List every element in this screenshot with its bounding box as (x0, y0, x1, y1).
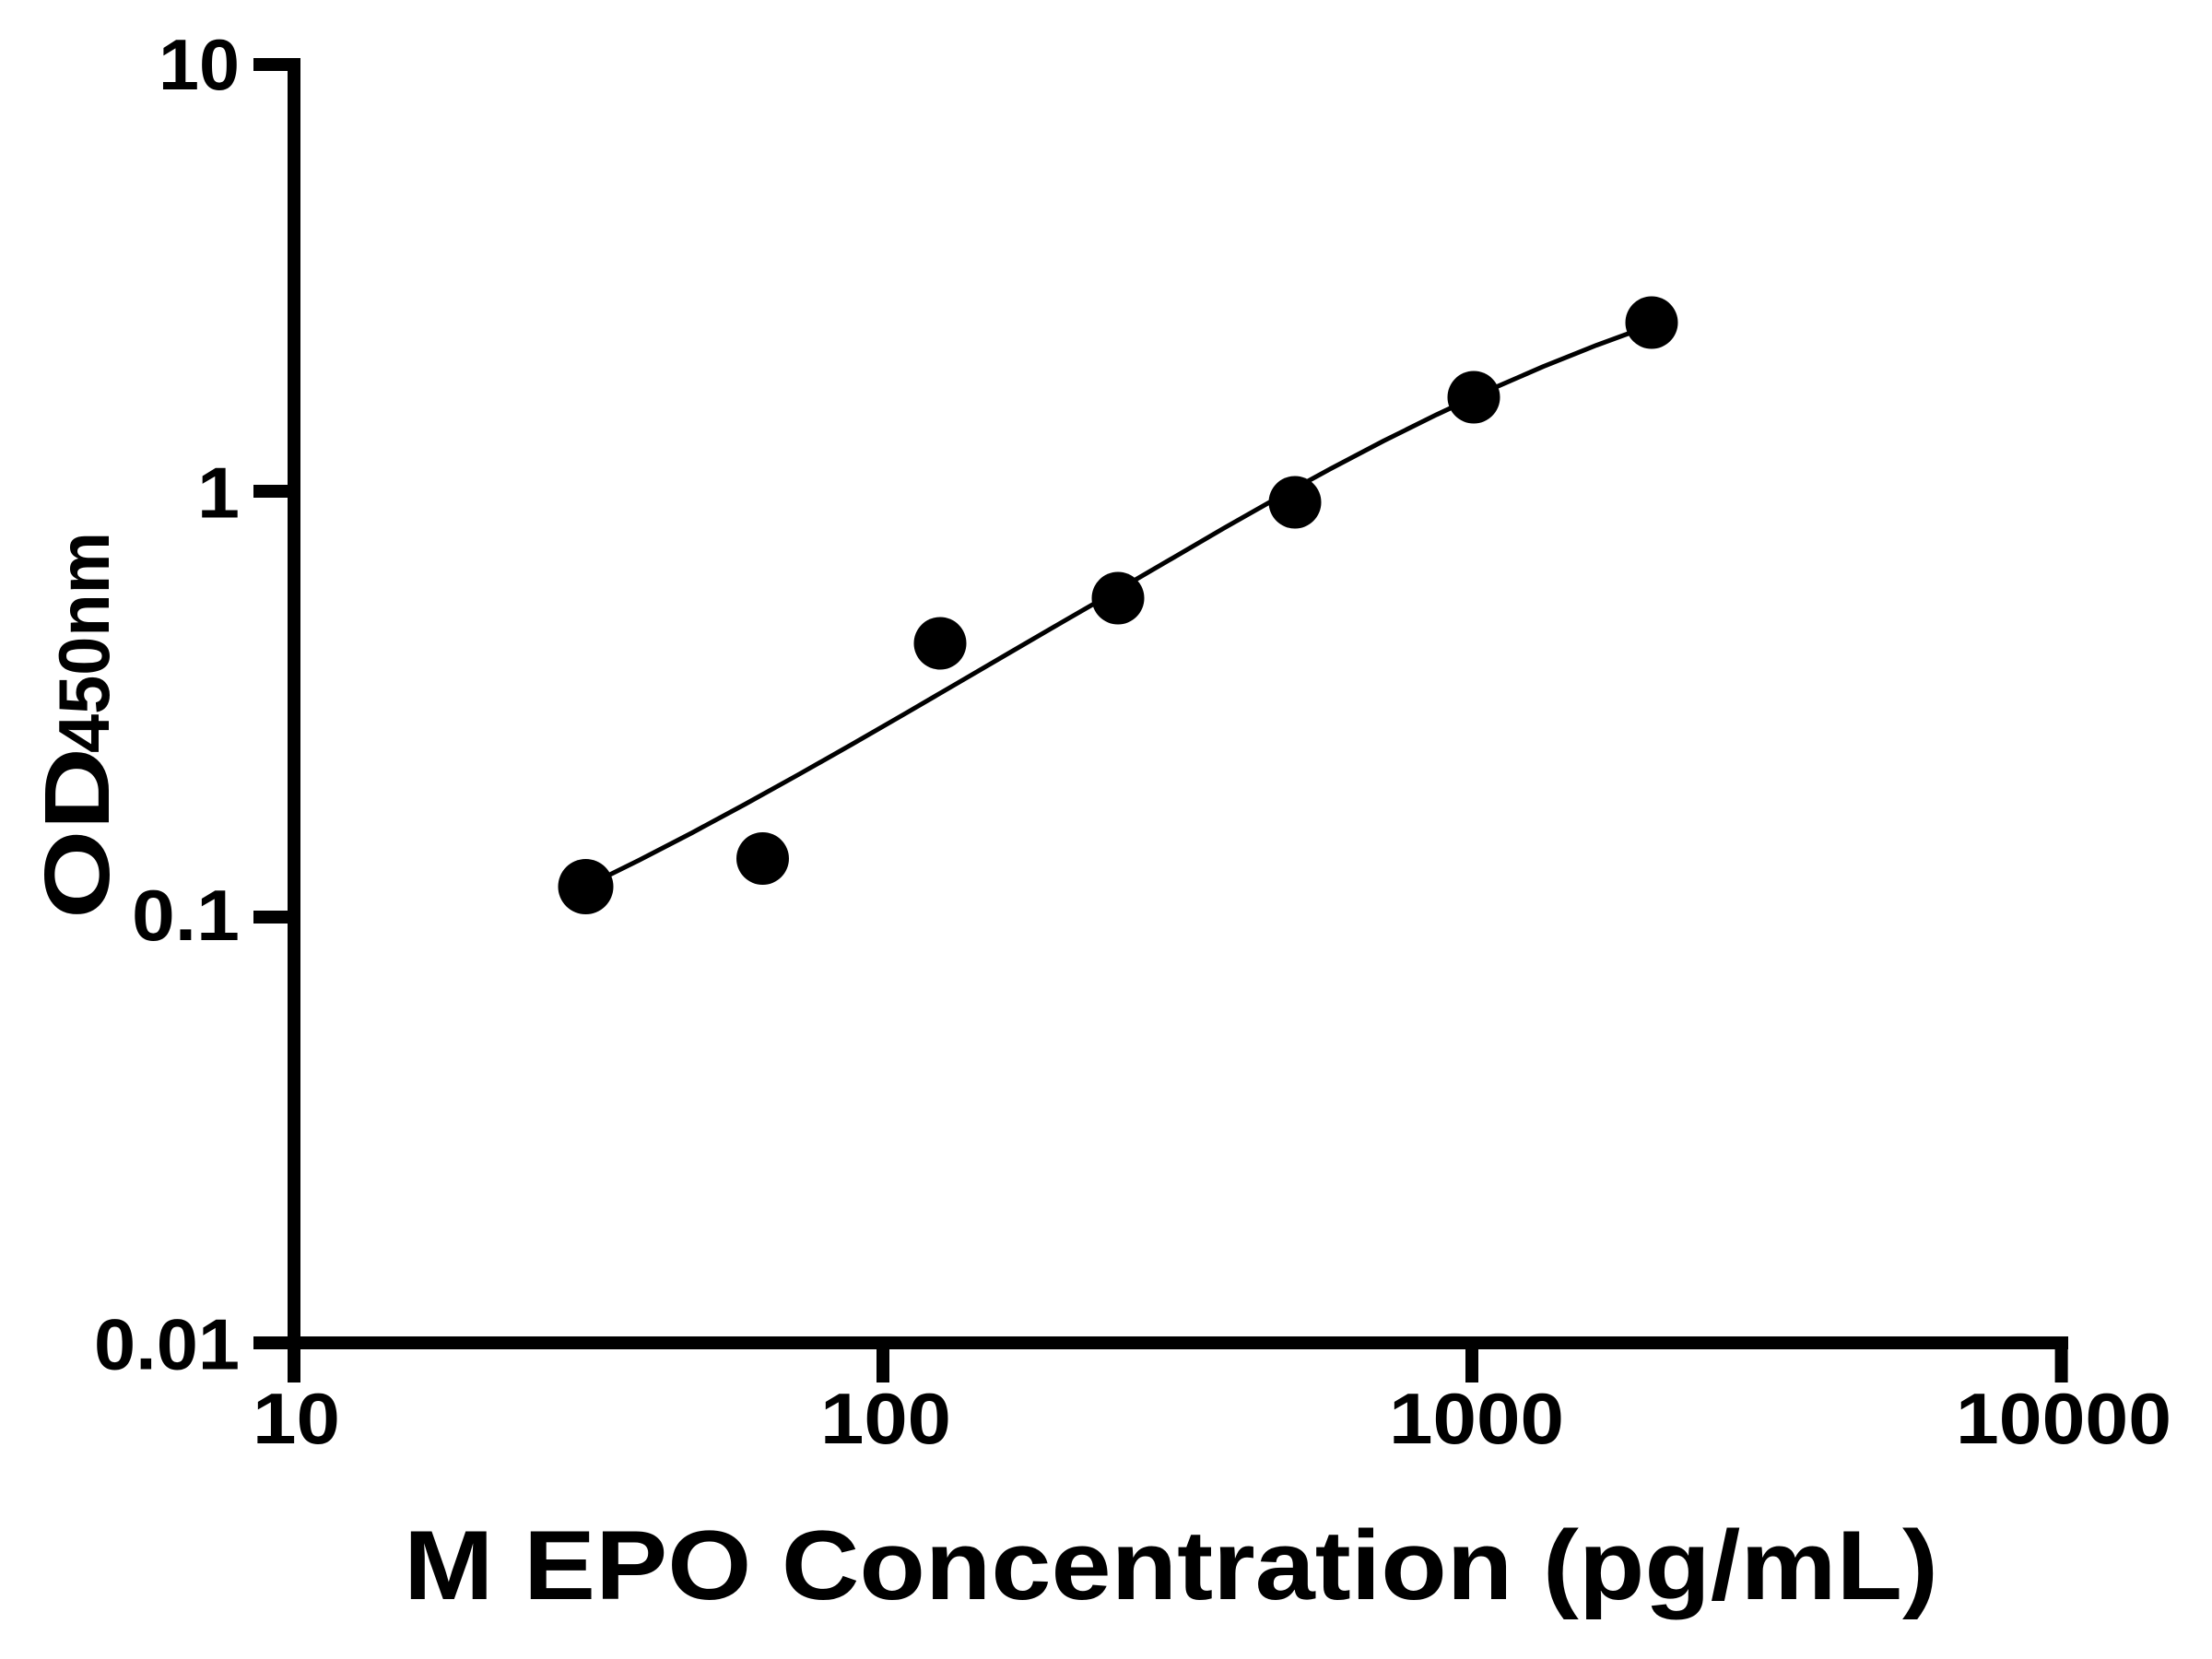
svg-text:10: 10 (159, 24, 240, 105)
svg-text:10: 10 (253, 1378, 340, 1459)
svg-text:0.01: 0.01 (94, 1303, 240, 1384)
svg-text:0.1: 0.1 (132, 875, 240, 956)
svg-text:100: 100 (820, 1378, 951, 1459)
svg-text:OD: OD (26, 747, 129, 919)
svg-text:1: 1 (197, 452, 240, 533)
svg-text:1000: 1000 (1389, 1378, 1564, 1459)
svg-text:450nm: 450nm (43, 532, 124, 753)
svg-text:M EPO Concentration (pg/mL): M EPO Concentration (pg/mL) (404, 1510, 1938, 1620)
svg-text:10000: 10000 (1956, 1378, 2171, 1459)
